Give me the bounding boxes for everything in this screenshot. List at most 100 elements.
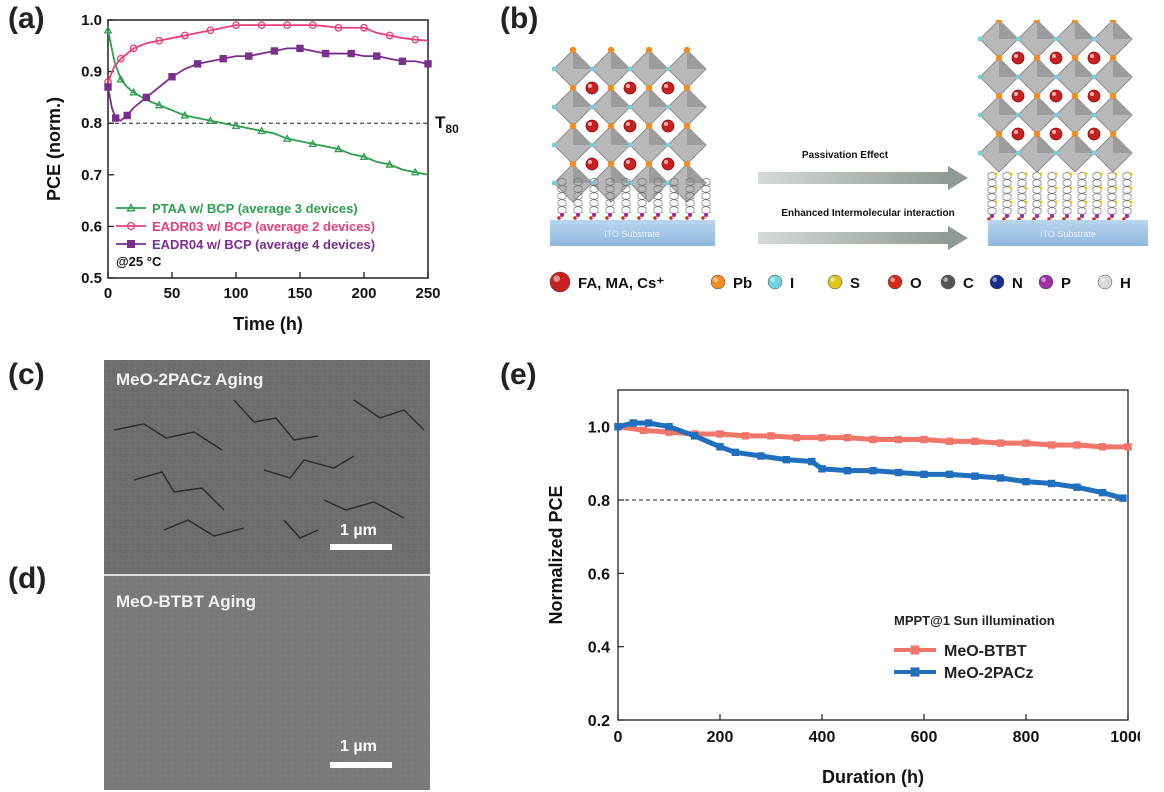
molecule-ring xyxy=(637,191,647,201)
i-atom xyxy=(589,66,595,72)
molecule-ring xyxy=(1017,178,1027,188)
molecule-ring xyxy=(685,177,695,187)
chart-a-legend-marker xyxy=(126,203,136,212)
molecule-ring xyxy=(653,177,663,187)
molecule-ring xyxy=(589,191,599,201)
i-atom xyxy=(1091,74,1097,80)
chart-a-legend-marker xyxy=(126,221,136,231)
molecule-ring xyxy=(1032,178,1042,188)
molecule-ring xyxy=(669,191,679,201)
i-atom xyxy=(977,112,983,118)
chart-e-point-1 xyxy=(639,426,648,435)
sam-molecules-right xyxy=(987,171,1133,221)
cation-highlight xyxy=(664,160,668,164)
chart-a-legend-label: EADR03 w/ BCP (average 2 devices) xyxy=(152,219,375,234)
cation-atom xyxy=(585,157,599,171)
cation-atom xyxy=(1011,51,1025,65)
chart-a-point-2 xyxy=(116,54,125,63)
pb-atom xyxy=(683,46,691,54)
cation-atom xyxy=(1087,89,1101,103)
chart-a-point-3 xyxy=(193,60,202,68)
chart-a-ytick-label: 0.7 xyxy=(81,167,102,184)
i-atom xyxy=(551,104,557,110)
i-atom xyxy=(589,142,595,148)
panel-label-c: (c) xyxy=(8,358,45,391)
chart-a-point-1 xyxy=(308,139,318,148)
chart-e-point-1 xyxy=(1073,441,1081,449)
chart-e-point-1 xyxy=(869,435,877,444)
chart-a-point-2 xyxy=(257,21,266,30)
s-atom xyxy=(1084,186,1088,190)
molecule-ring xyxy=(1122,178,1132,188)
s-atom xyxy=(1024,200,1028,204)
s-atom xyxy=(1039,172,1043,176)
o-atom xyxy=(557,216,561,220)
chart-e-point-2 xyxy=(945,470,954,479)
p-atom xyxy=(1109,213,1115,219)
i-atom xyxy=(1015,150,1021,156)
chart-a-point-3 xyxy=(168,73,176,81)
p-atom xyxy=(655,212,661,218)
chart-a-point-3 xyxy=(270,47,279,55)
p-atom xyxy=(591,212,597,218)
octahedron-face xyxy=(999,134,1018,153)
molecule-ring xyxy=(701,177,711,187)
chart-a-legend-marker xyxy=(127,240,135,248)
molecule-ring xyxy=(573,184,583,194)
pb-atom xyxy=(569,160,577,168)
i-atom xyxy=(551,142,557,148)
chart-a-series-line-2 xyxy=(107,24,429,83)
octahedron-face xyxy=(999,20,1018,39)
cation-atom xyxy=(1087,51,1101,65)
chart-e-point-1 xyxy=(1022,439,1030,447)
perovskite-lattice-left xyxy=(551,46,707,203)
pb-atom xyxy=(1071,92,1079,100)
p-atom xyxy=(1034,213,1040,219)
o-atom xyxy=(589,216,593,220)
cation-highlight xyxy=(588,160,592,164)
legend-atom-highlight xyxy=(943,277,948,282)
chart-e-point-2 xyxy=(1073,483,1081,491)
chart-a-plot-frame xyxy=(107,19,429,279)
i-atom xyxy=(1091,112,1097,118)
octahedron-face xyxy=(1113,96,1132,115)
pb-atom xyxy=(995,130,1003,138)
molecule-ring xyxy=(637,198,647,208)
octahedron-face xyxy=(649,88,668,107)
sem-c-title: MeO-2PACz Aging xyxy=(116,370,264,389)
molecule-ring xyxy=(701,184,711,194)
s-atom xyxy=(1129,200,1133,204)
i-atom xyxy=(1053,74,1059,80)
chart-e-point-2 xyxy=(818,465,826,473)
chart-a-ylabel: PCE (norm.) xyxy=(44,97,64,201)
pb-atom xyxy=(1071,54,1079,62)
chart-a-point-2 xyxy=(232,21,240,30)
octahedron-face xyxy=(573,126,592,145)
octahedron-face xyxy=(1113,58,1132,77)
legend-atom-highlight xyxy=(992,277,997,282)
p-atom xyxy=(1064,213,1070,219)
molecule-ring xyxy=(1077,192,1087,202)
panel-label-d: (d) xyxy=(8,562,47,595)
pb-atom xyxy=(1071,20,1079,24)
legend-atom-swatch xyxy=(549,271,571,293)
chart-e-point-1 xyxy=(971,437,979,446)
legend-atom-label: Pb xyxy=(733,275,752,292)
legend-atom-highlight xyxy=(830,277,835,282)
cation-highlight xyxy=(664,84,668,88)
chart-a-ytick-label: 0.8 xyxy=(81,115,102,132)
chart-a-legend-label: PTAA w/ BCP (average 3 devices) xyxy=(152,201,358,216)
chart-a-point-3 xyxy=(142,93,151,102)
s-atom xyxy=(1039,200,1043,204)
legend-atom-highlight xyxy=(890,277,895,282)
s-atom xyxy=(1039,186,1043,190)
molecule-ring xyxy=(653,198,663,208)
pb-atom xyxy=(1109,92,1117,100)
s-atom xyxy=(994,186,998,190)
molecule-ring xyxy=(1032,192,1042,202)
pb-atom xyxy=(1109,130,1117,138)
o-atom xyxy=(653,216,657,220)
cation-highlight xyxy=(1090,130,1094,134)
legend-atom-highlight xyxy=(1041,277,1046,282)
chart-e-point-1 xyxy=(920,435,928,444)
